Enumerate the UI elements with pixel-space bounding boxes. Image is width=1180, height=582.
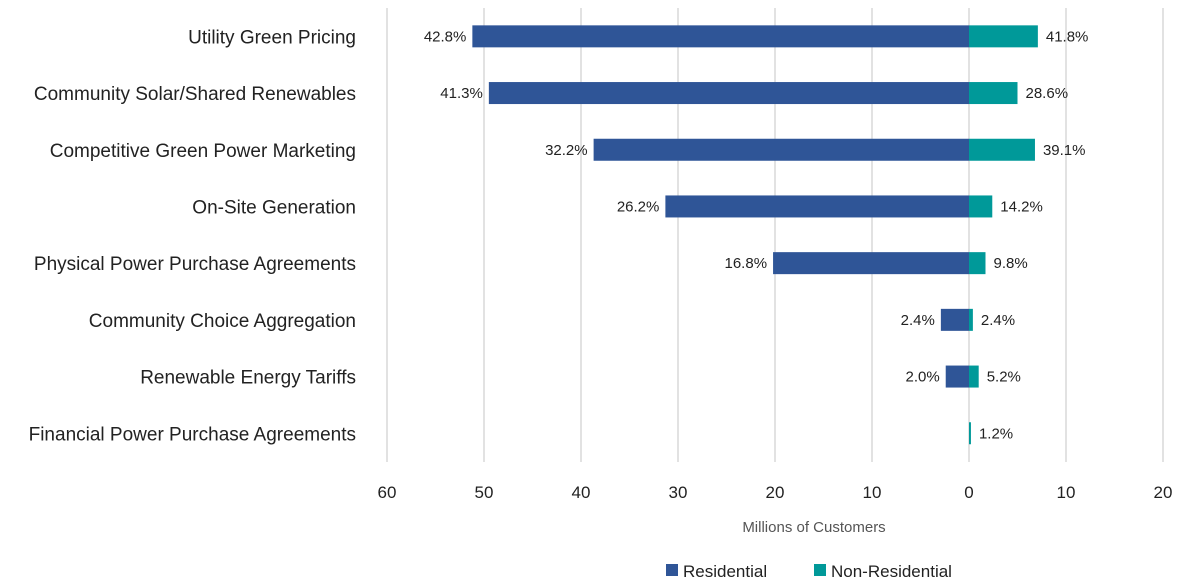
x-tick-label: 30 [669,483,688,502]
x-tick-label: 10 [1057,483,1076,502]
data-label-non-residential: 41.8% [1046,28,1089,45]
x-tick-label: 0 [964,483,973,502]
category-label-community-solar-shared-renewables: Community Solar/Shared Renewables [34,84,356,105]
x-tick-label: 40 [572,483,591,502]
data-label-residential: 2.0% [906,369,940,386]
gridlines [386,8,1164,462]
data-label-residential: 42.8% [424,28,467,45]
bar-non-residential-competitive-green-power-marketing [969,138,1035,161]
legend-swatch-residential [666,564,678,576]
data-label-residential: 32.2% [545,142,588,159]
x-tick-label: 10 [863,483,882,502]
data-label-residential: 41.3% [440,85,483,102]
bar-non-residential-utility-green-pricing [969,25,1038,48]
bar-residential-competitive-green-power-marketing [593,138,969,161]
category-label-financial-power-purchase-agreements: Financial Power Purchase Agreements [29,424,356,445]
bar-non-residential-financial-power-purchase-agreements [969,422,971,445]
category-label-physical-power-purchase-agreements: Physical Power Purchase Agreements [34,254,356,275]
data-label-non-residential: 1.2% [979,425,1013,442]
category-label-community-choice-aggregation: Community Choice Aggregation [89,311,356,332]
data-label-residential: 26.2% [617,198,660,215]
bar-residential-community-choice-aggregation [940,308,969,331]
bar-residential-physical-power-purchase-agreements [773,252,969,275]
category-label-utility-green-pricing: Utility Green Pricing [188,27,356,48]
x-tick-label: 50 [475,483,494,502]
bar-non-residential-on-site-generation [969,195,993,218]
bar-residential-on-site-generation [665,195,969,218]
data-label-non-residential: 2.4% [981,312,1015,329]
category-label-on-site-generation: On-Site Generation [192,197,356,218]
data-label-residential: 2.4% [901,312,935,329]
legend-swatch-non-residential [814,564,826,576]
legend: Residential Non-Residential [666,562,952,581]
category-labels: Utility Green Pricing Community Solar/Sha… [29,27,356,445]
data-label-residential: 16.8% [725,255,768,272]
x-tick-label: 20 [766,483,785,502]
category-label-competitive-green-power-marketing: Competitive Green Power Marketing [50,141,356,162]
legend-label-residential: Residential [683,562,767,581]
data-label-non-residential: 14.2% [1000,198,1043,215]
bar-residential-community-solar-shared-renewables [488,82,969,105]
bar-non-residential-renewable-energy-tariffs [969,365,979,388]
data-label-non-residential: 9.8% [993,255,1027,272]
data-label-non-residential: 39.1% [1043,142,1086,159]
bar-non-residential-physical-power-purchase-agreements [969,252,986,275]
x-tick-label: 60 [378,483,397,502]
data-label-non-residential: 28.6% [1026,85,1069,102]
data-label-non-residential: 5.2% [987,369,1021,386]
x-axis-title: Millions of Customers [742,519,885,536]
bar-non-residential-community-solar-shared-renewables [969,82,1018,105]
x-tick-labels: 60 50 40 30 20 10 0 10 20 [378,483,1173,502]
bar-residential-utility-green-pricing [472,25,969,48]
category-label-renewable-energy-tariffs: Renewable Energy Tariffs [140,368,356,389]
bar-non-residential-community-choice-aggregation [969,308,973,331]
x-tick-label: 20 [1154,483,1173,502]
bar-residential-renewable-energy-tariffs [945,365,969,388]
legend-label-non-residential: Non-Residential [831,562,952,581]
bars: 42.8% 41.8% 41.3% 28.6% 32.2% 39.1% 26.2% 14.2%… [424,25,1089,445]
